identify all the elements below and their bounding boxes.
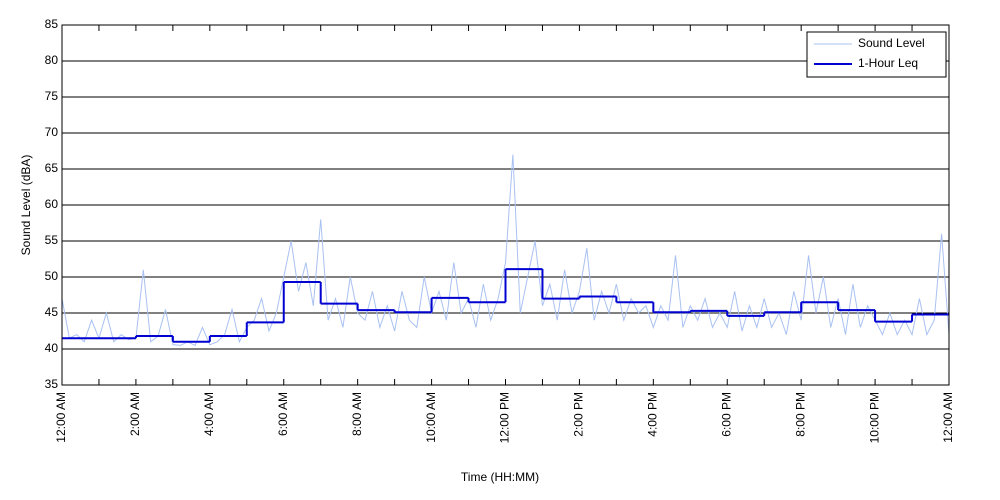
y-tick-label: 50 xyxy=(45,269,59,283)
y-tick-label: 65 xyxy=(45,161,59,175)
y-axis-label: Sound Level (dBA) xyxy=(19,155,33,256)
x-tick-label: 10:00 AM xyxy=(424,392,438,443)
x-tick-label: 12:00 PM xyxy=(498,392,512,443)
sound-level-line xyxy=(61,154,950,347)
x-tick-label: 4:00 PM xyxy=(646,392,660,437)
y-tick-label: 75 xyxy=(45,89,59,103)
legend-box xyxy=(806,31,947,78)
x-tick-label: 2:00 AM xyxy=(128,392,142,436)
x-tick-label: 2:00 PM xyxy=(572,392,586,437)
y-tick-label: 45 xyxy=(45,305,59,319)
x-axis-label: Time (HH:MM) xyxy=(461,470,539,484)
y-tick-label: 55 xyxy=(45,233,59,247)
y-tick-label: 40 xyxy=(45,341,59,355)
legend: Sound Level 1-Hour Leq xyxy=(806,31,947,78)
x-tick-label: 10:00 PM xyxy=(867,392,881,443)
marks xyxy=(61,154,950,347)
x-tick-label: 6:00 PM xyxy=(719,392,733,437)
x-tick-label: 12:00 AM xyxy=(54,392,68,443)
y-tick-label: 80 xyxy=(45,53,59,67)
legend-label: 1-Hour Leq xyxy=(858,56,918,70)
legend-label: Sound Level xyxy=(858,36,925,50)
x-tick-label: 12:00 AM xyxy=(941,392,955,443)
x-tick-label: 8:00 PM xyxy=(793,392,807,437)
y-tick-label: 35 xyxy=(45,377,59,391)
x-tick-label: 6:00 AM xyxy=(276,392,290,436)
y-tick-label: 60 xyxy=(45,197,59,211)
x-tick-label: 4:00 AM xyxy=(202,392,216,436)
ticks: 35 40 45 50 55 60 65 70 75 80 85 12:00 AM 2:00 AM 4:0… xyxy=(45,17,956,443)
x-tick-label: 8:00 AM xyxy=(350,392,364,436)
y-tick-label: 70 xyxy=(45,125,59,139)
y-tick-label: 85 xyxy=(45,17,59,31)
